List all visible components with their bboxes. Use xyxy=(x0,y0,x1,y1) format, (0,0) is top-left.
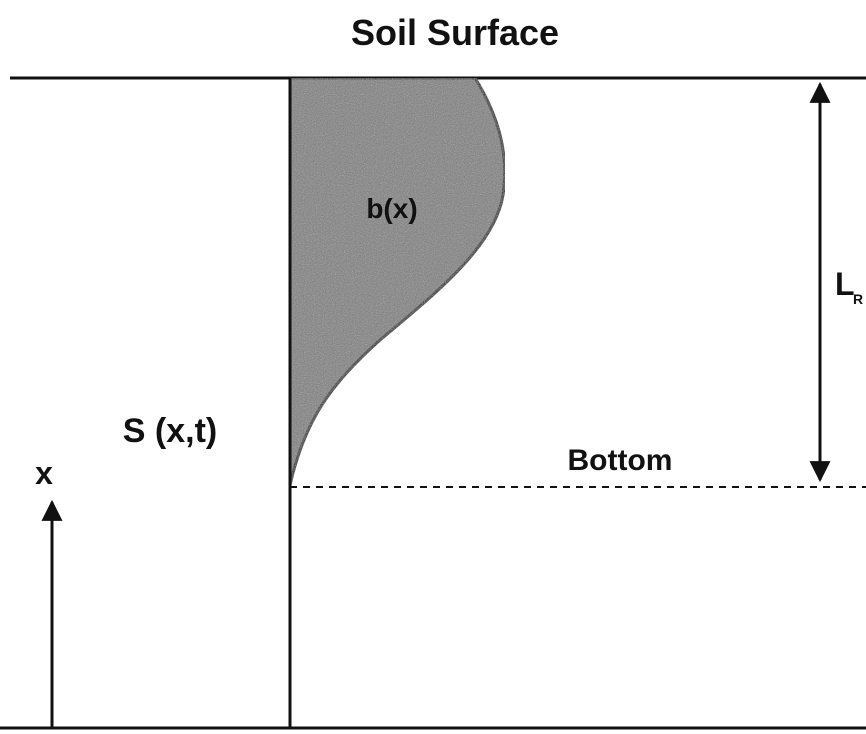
depth-label-sub: R xyxy=(853,291,863,307)
depth-label-main: L xyxy=(835,266,855,302)
shape-label: b(x) xyxy=(366,193,417,224)
axis-label: x xyxy=(35,455,53,491)
root-distribution xyxy=(288,76,507,486)
bottom-label: Bottom xyxy=(568,444,673,477)
title: Soil Surface xyxy=(351,12,559,53)
state-label: S (x,t) xyxy=(123,412,217,450)
